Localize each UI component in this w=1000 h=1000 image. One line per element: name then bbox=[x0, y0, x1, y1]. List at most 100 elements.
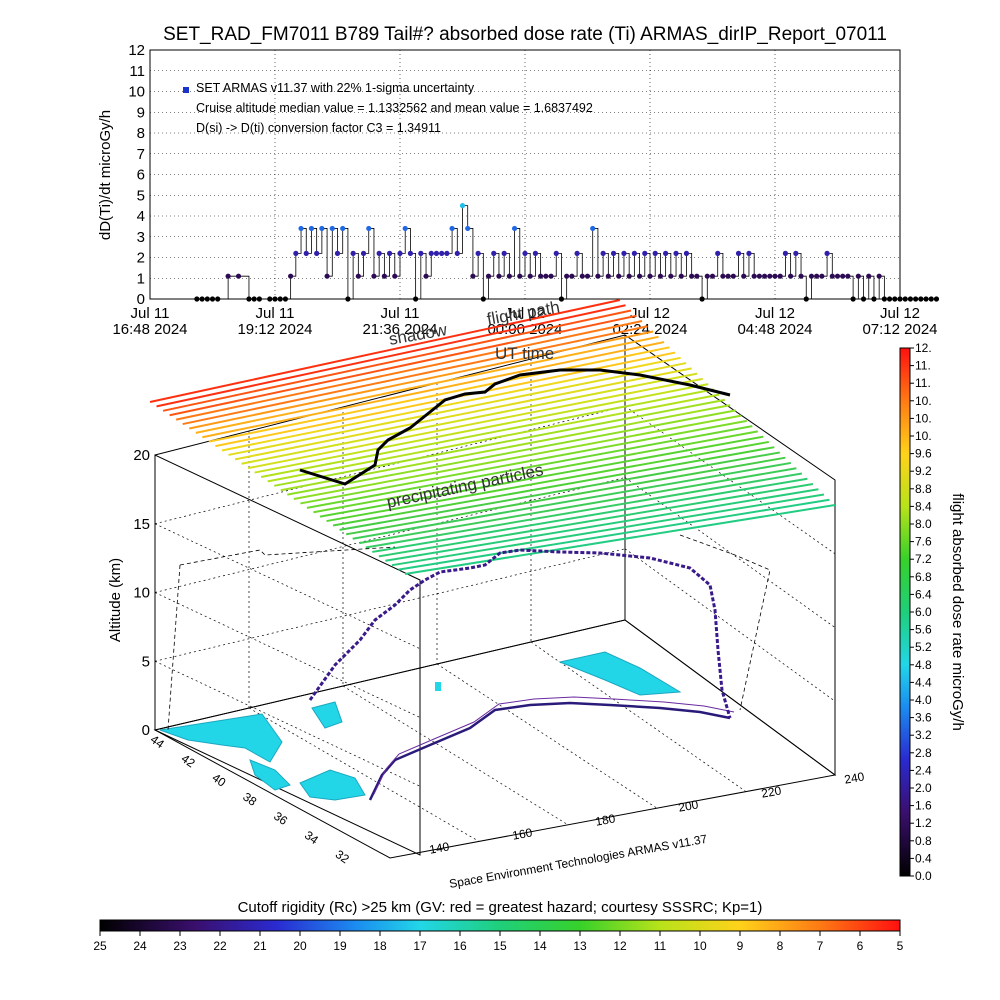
dose-point bbox=[454, 250, 460, 256]
dose-point bbox=[808, 273, 815, 279]
dose-point bbox=[626, 273, 632, 279]
top-y-tick-label: 5 bbox=[137, 187, 145, 204]
dose-point bbox=[402, 225, 408, 232]
dose-point bbox=[678, 273, 684, 279]
dose-point bbox=[470, 273, 476, 279]
top-y-tick-label: 12 bbox=[128, 42, 145, 59]
dose-band-line bbox=[221, 356, 681, 452]
dose-point bbox=[657, 273, 664, 279]
top-y-tick-label: 9 bbox=[137, 104, 145, 121]
left-wall-gridline bbox=[154, 592, 421, 718]
dose-point bbox=[876, 273, 882, 279]
dose-point bbox=[652, 250, 658, 256]
back-wall-gridline bbox=[154, 477, 626, 593]
dose-colorbar-tick: 12. bbox=[915, 341, 932, 355]
dose-point bbox=[428, 250, 434, 256]
dose-band-line bbox=[339, 451, 781, 531]
dose-point bbox=[491, 250, 497, 256]
dose-point bbox=[376, 250, 382, 256]
dose-point bbox=[694, 273, 700, 279]
dose-colorbar-tick: 0.4 bbox=[915, 851, 932, 865]
back-wall-gridline bbox=[154, 548, 626, 662]
dose-point bbox=[663, 250, 669, 256]
dose-point bbox=[569, 273, 575, 279]
legend-line-3: D(si) -> D(ti) conversion factor C3 = 1.… bbox=[196, 121, 441, 135]
dose-colorbar-tick: 0.8 bbox=[915, 834, 932, 848]
dose-point bbox=[793, 250, 799, 256]
dose-band-line bbox=[332, 446, 775, 527]
dose-point bbox=[616, 273, 622, 279]
dose-point bbox=[756, 273, 762, 279]
land-island-3 bbox=[311, 701, 343, 729]
dose-point bbox=[715, 250, 721, 256]
dose-point bbox=[767, 273, 773, 279]
dose-point bbox=[235, 273, 242, 279]
latitude-tick: 38 bbox=[240, 790, 259, 809]
rigidity-colorbar-tick: 12 bbox=[613, 939, 627, 953]
dose-band-line bbox=[241, 372, 698, 465]
dose-point bbox=[485, 273, 492, 279]
rigidity-colorbar-tick: 7 bbox=[817, 939, 824, 953]
dose-colorbar-tick: 8.0 bbox=[915, 517, 932, 531]
dose-point bbox=[761, 273, 768, 279]
longitude-tick: 220 bbox=[760, 783, 782, 800]
dose-point bbox=[824, 250, 830, 256]
dose-colorbar-tick: 0.0 bbox=[915, 869, 932, 883]
altitude-tick: 0 bbox=[142, 722, 150, 739]
rigidity-colorbar bbox=[99, 919, 901, 932]
flight-path-trajectory bbox=[308, 548, 732, 719]
rigidity-colorbar-label: Cutoff rigidity (Rc) >25 km (GV: red = g… bbox=[238, 899, 763, 916]
dose-point bbox=[933, 296, 940, 302]
dose-colorbar bbox=[899, 347, 911, 877]
dose-point bbox=[584, 273, 591, 279]
rigidity-colorbar-ticks: 25 24 23 22 21 20 19 18 17 16 15 14 13 12 11 10 9 8 7 6 5 bbox=[93, 931, 904, 953]
dose-point bbox=[647, 273, 653, 279]
dose-point bbox=[392, 273, 398, 279]
dose-point bbox=[293, 250, 299, 256]
dose-band-line bbox=[175, 320, 643, 421]
dose-point bbox=[595, 273, 601, 279]
dose-band-line bbox=[385, 488, 819, 562]
rigidity-colorbar-tick: 21 bbox=[253, 939, 267, 953]
top-x-tick-label-date: Jul 11 bbox=[131, 305, 170, 322]
rigidity-colorbar-tick: 16 bbox=[453, 939, 467, 953]
top-y-tick-label: 4 bbox=[137, 208, 145, 225]
dose-point bbox=[506, 273, 512, 279]
dose-band-line bbox=[156, 304, 626, 408]
dose-point bbox=[459, 203, 466, 209]
dose-band-line bbox=[247, 377, 703, 470]
dose-point bbox=[360, 250, 367, 256]
dose-point bbox=[814, 273, 820, 279]
dose-colorbar-tick: 10. bbox=[915, 394, 932, 408]
dose-band-line bbox=[326, 440, 770, 523]
dose-colorbar-tick: 9.2 bbox=[915, 464, 932, 478]
dose-band-line bbox=[391, 493, 825, 567]
dose-point bbox=[517, 273, 523, 279]
rigidity-colorbar-tick: 6 bbox=[857, 939, 864, 953]
dose-band-line bbox=[195, 335, 659, 434]
dose-colorbar-tick: 5.2 bbox=[915, 640, 932, 654]
land-islet bbox=[435, 682, 441, 691]
dose-band-line bbox=[365, 472, 803, 549]
dose-point bbox=[324, 273, 330, 279]
dose-band-line bbox=[267, 393, 720, 483]
dose-point bbox=[355, 273, 361, 279]
dose-point bbox=[621, 250, 627, 256]
rigidity-colorbar-tick: 18 bbox=[373, 939, 387, 953]
dose-band-line bbox=[228, 362, 687, 456]
top-x-tick-label-date: Jul 11 bbox=[256, 305, 295, 322]
longitude-tick: 160 bbox=[511, 825, 533, 842]
floor-gridline bbox=[248, 707, 480, 842]
top-x-tick-label-time: 19:12 2024 bbox=[237, 321, 312, 338]
top-plot-frame bbox=[149, 49, 901, 300]
ut-time-projection bbox=[299, 368, 731, 486]
dose-point bbox=[772, 273, 778, 279]
dose-point bbox=[928, 296, 934, 302]
dose-point bbox=[371, 273, 377, 279]
dose-band-line bbox=[345, 456, 786, 536]
wall-projection-left bbox=[179, 546, 396, 566]
dose-point bbox=[538, 273, 544, 279]
dose-point bbox=[600, 250, 606, 256]
dose-point bbox=[782, 250, 789, 256]
